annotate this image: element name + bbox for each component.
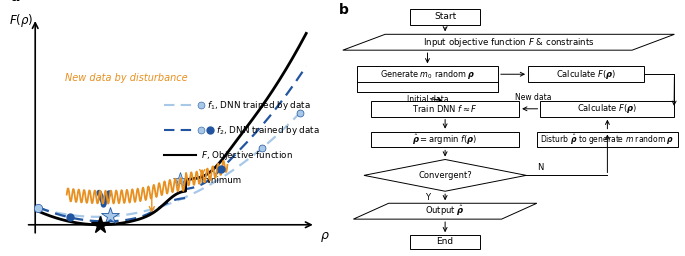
Text: Output $\hat{\boldsymbol{\rho}}$: Output $\hat{\boldsymbol{\rho}}$ xyxy=(425,204,465,218)
FancyBboxPatch shape xyxy=(371,101,519,117)
Text: a: a xyxy=(10,0,19,4)
Text: $F(\rho)$: $F(\rho)$ xyxy=(9,12,34,29)
Text: Start: Start xyxy=(434,12,456,21)
FancyBboxPatch shape xyxy=(537,132,678,147)
Text: $\rho$: $\rho$ xyxy=(321,230,330,244)
Text: $f_1$, DNN trained by data: $f_1$, DNN trained by data xyxy=(207,99,311,112)
Text: New data by disturbance: New data by disturbance xyxy=(65,73,188,83)
Text: Input objective function $F$ & constraints: Input objective function $F$ & constrain… xyxy=(423,36,595,49)
Text: Generate $m_0$ random $\boldsymbol{\rho}$: Generate $m_0$ random $\boldsymbol{\rho}… xyxy=(380,68,475,81)
Text: New data: New data xyxy=(515,93,551,102)
Text: End: End xyxy=(436,237,453,247)
Text: $f_2$, DNN trained by data: $f_2$, DNN trained by data xyxy=(216,124,321,137)
Text: Calculate $F(\boldsymbol{\rho})$: Calculate $F(\boldsymbol{\rho})$ xyxy=(577,102,638,115)
Polygon shape xyxy=(364,159,526,191)
FancyBboxPatch shape xyxy=(371,132,519,147)
Text: Calculate $F(\boldsymbol{\rho})$: Calculate $F(\boldsymbol{\rho})$ xyxy=(556,68,616,81)
Polygon shape xyxy=(353,203,537,219)
Text: b: b xyxy=(339,3,349,17)
Text: Initial data: Initial data xyxy=(407,95,448,104)
Text: minimum: minimum xyxy=(201,176,242,185)
Polygon shape xyxy=(342,34,675,50)
FancyBboxPatch shape xyxy=(528,66,645,82)
Text: Train DNN $f\approx F$: Train DNN $f\approx F$ xyxy=(412,103,478,114)
Text: $F$, Objective function: $F$, Objective function xyxy=(201,149,292,162)
FancyBboxPatch shape xyxy=(357,66,498,82)
FancyBboxPatch shape xyxy=(410,235,480,249)
Text: Disturb $\hat{\boldsymbol{\rho}}$ to generate $m$ random $\boldsymbol{\rho}$: Disturb $\hat{\boldsymbol{\rho}}$ to gen… xyxy=(540,132,675,147)
Text: Y: Y xyxy=(425,193,430,202)
Text: $\hat{\boldsymbol{\rho}}=\mathrm{argmin}\ f(\boldsymbol{\rho})$: $\hat{\boldsymbol{\rho}}=\mathrm{argmin}… xyxy=(412,132,478,147)
FancyBboxPatch shape xyxy=(410,9,480,25)
FancyBboxPatch shape xyxy=(540,101,675,117)
Text: Convergent?: Convergent? xyxy=(419,171,472,180)
Text: N: N xyxy=(537,163,543,172)
